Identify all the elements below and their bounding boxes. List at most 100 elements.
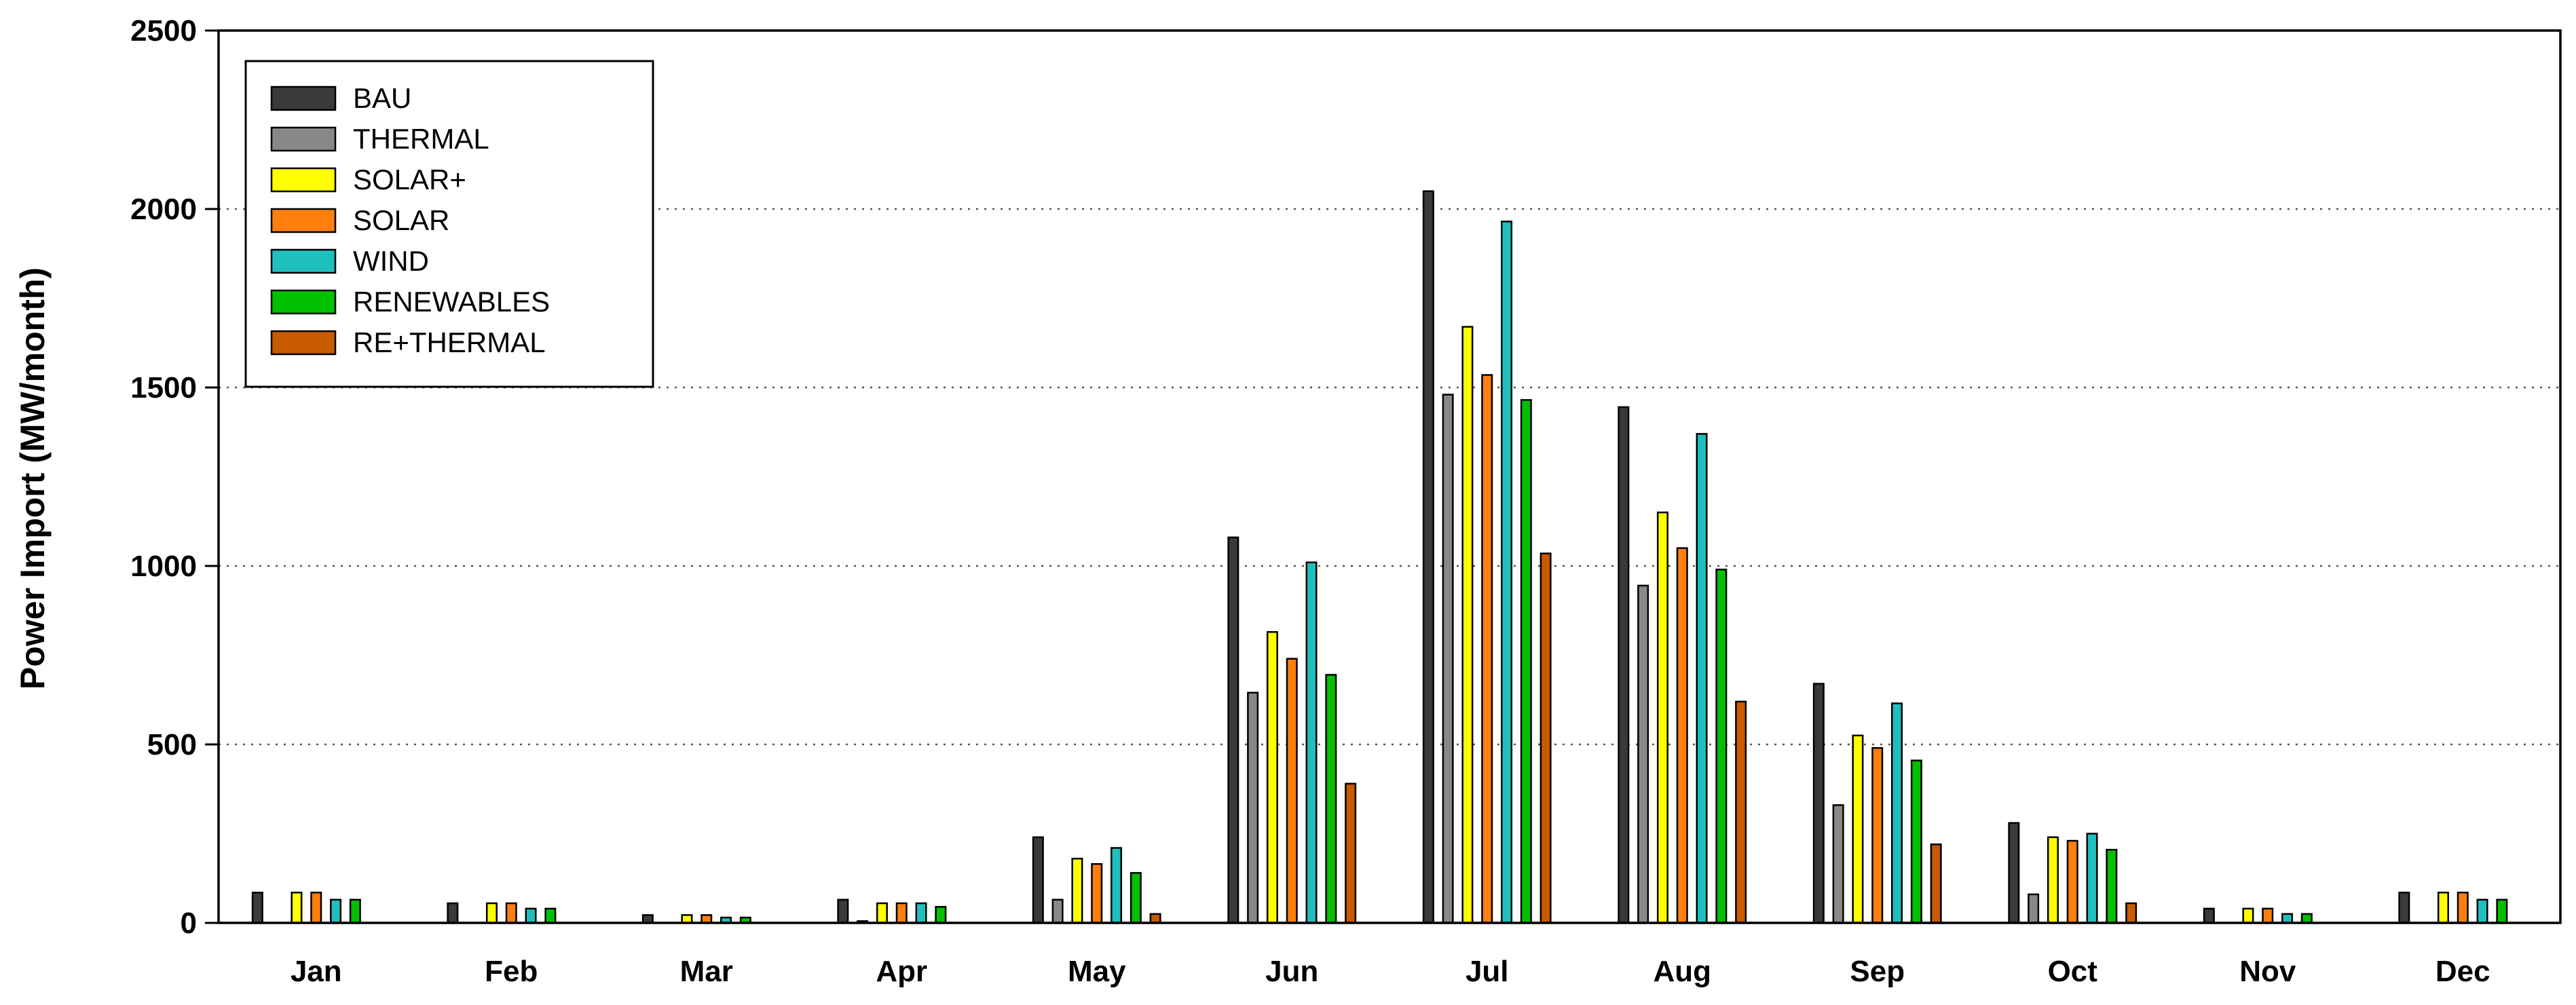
bar-wind-feb — [525, 907, 537, 924]
bar-bau-sep — [1812, 683, 1825, 924]
bar-solar-jul — [1481, 374, 1493, 924]
plot-frame — [217, 29, 2562, 924]
bar-thermal-sep — [1832, 804, 1844, 924]
bar-renewables-jul — [1520, 399, 1532, 924]
bar-wind-dec — [2476, 898, 2488, 924]
y-axis-title: Power Import (MW/month) — [14, 267, 52, 689]
x-tick-label: Oct — [2048, 955, 2098, 988]
y-tick-label: 1000 — [130, 550, 197, 583]
legend-label: SOLAR+ — [353, 164, 466, 195]
y-tick-label: 0 — [181, 907, 197, 940]
legend-swatch — [270, 126, 337, 152]
bar-wind-jul — [1501, 221, 1513, 924]
bar-solar--apr — [876, 902, 888, 924]
bar-solar--jun — [1266, 631, 1278, 924]
bar-wind-jun — [1305, 561, 1318, 924]
legend: BAU THERMAL SOLAR+ SOLAR WIND RENEWABLES RE+TH… — [244, 60, 654, 388]
legend-swatch — [270, 86, 337, 111]
x-tick-label: Aug — [1653, 955, 1711, 988]
bar-solar--sep — [1852, 734, 1864, 924]
bar-renewables-oct — [2106, 848, 2118, 924]
legend-label: WIND — [353, 245, 429, 277]
bar-re-thermal-jul — [1539, 552, 1552, 924]
bar-wind-apr — [915, 902, 927, 924]
bar-re-thermal-oct — [2125, 902, 2138, 924]
bar-renewables-aug — [1715, 569, 1728, 924]
legend-label: RENEWABLES — [353, 286, 550, 318]
bar-bau-apr — [837, 898, 849, 924]
y-tick-label: 2500 — [130, 14, 197, 48]
legend-label: SOLAR — [353, 204, 449, 236]
y-tick-label: 500 — [147, 728, 197, 761]
bar-renewables-may — [1130, 872, 1142, 924]
bar-bau-jul — [1422, 190, 1434, 924]
x-tick-label: Dec — [2435, 955, 2490, 988]
bar-solar--feb — [485, 902, 498, 924]
legend-swatch — [270, 330, 337, 356]
bar-thermal-may — [1051, 898, 1064, 924]
bar-re-thermal-aug — [1735, 700, 1747, 924]
x-tick-label: Jun — [1265, 955, 1318, 988]
bar-re-thermal-jun — [1345, 782, 1357, 924]
bar-solar-nov — [2262, 907, 2274, 924]
bar-renewables-jun — [1325, 674, 1337, 924]
bar-solar--may — [1071, 858, 1083, 924]
x-tick-label: Jan — [291, 955, 342, 988]
x-tick-label: Sep — [1850, 955, 1905, 988]
bar-wind-nov — [2281, 913, 2294, 924]
bar-re-thermal-sep — [1930, 843, 1942, 924]
bar-solar--jul — [1461, 326, 1474, 924]
bar-wind-jan — [330, 898, 342, 924]
bar-thermal-oct — [2028, 893, 2040, 924]
bar-solar--jan — [291, 892, 303, 924]
bar-renewables-dec — [2496, 898, 2508, 924]
x-tick-label: Nov — [2239, 955, 2296, 988]
x-tick-label: Mar — [680, 955, 733, 988]
bar-thermal-aug — [1637, 584, 1649, 924]
bar-thermal-jul — [1442, 394, 1454, 924]
bar-bau-jan — [251, 892, 263, 924]
bar-thermal-jun — [1247, 691, 1259, 924]
x-tick-label: Apr — [876, 955, 927, 988]
bar-renewables-nov — [2300, 913, 2313, 924]
bar-solar--oct — [2047, 836, 2059, 924]
bar-solar-feb — [505, 902, 517, 924]
bar-wind-sep — [1891, 702, 1903, 924]
bar-solar-may — [1091, 862, 1103, 924]
bar-solar-aug — [1676, 547, 1688, 924]
bar-bau-oct — [2008, 822, 2020, 924]
bar-renewables-feb — [544, 907, 557, 924]
bar-bau-nov — [2203, 907, 2215, 924]
bar-solar-apr — [895, 902, 908, 924]
bar-solar--aug — [1656, 511, 1668, 924]
bar-solar-sep — [1871, 747, 1884, 924]
legend-swatch — [270, 248, 337, 274]
bar-bau-jun — [1227, 536, 1239, 924]
bar-solar-dec — [2457, 892, 2469, 924]
bar-wind-aug — [1696, 433, 1708, 924]
bar-solar-oct — [2066, 839, 2078, 924]
axes — [205, 29, 2562, 924]
bar-solar-jan — [310, 892, 322, 924]
bar-solar--nov — [2242, 907, 2254, 924]
bar-bau-feb — [447, 902, 459, 924]
bar-bau-dec — [2398, 892, 2410, 924]
bar-wind-may — [1110, 847, 1123, 924]
legend-label: THERMAL — [353, 123, 489, 155]
legend-label: RE+THERMAL — [353, 326, 546, 358]
tick-labels: 0 500 1000 1500 2000 2500 Jan Feb Mar Apr May Jun Ju… — [130, 14, 2490, 988]
bar-renewables-apr — [935, 906, 947, 924]
x-tick-label: Feb — [485, 955, 538, 988]
bar-renewables-jan — [349, 898, 361, 924]
legend-swatch — [270, 167, 337, 193]
bar-solar--dec — [2437, 892, 2449, 924]
bar-bau-may — [1032, 836, 1044, 924]
bar-bau-aug — [1618, 406, 1630, 924]
bar-wind-oct — [2086, 833, 2098, 924]
bar-re-thermal-may — [1149, 913, 1161, 924]
x-tick-label: May — [1068, 955, 1126, 988]
legend-swatch — [270, 289, 337, 315]
legend-label: BAU — [353, 82, 411, 114]
